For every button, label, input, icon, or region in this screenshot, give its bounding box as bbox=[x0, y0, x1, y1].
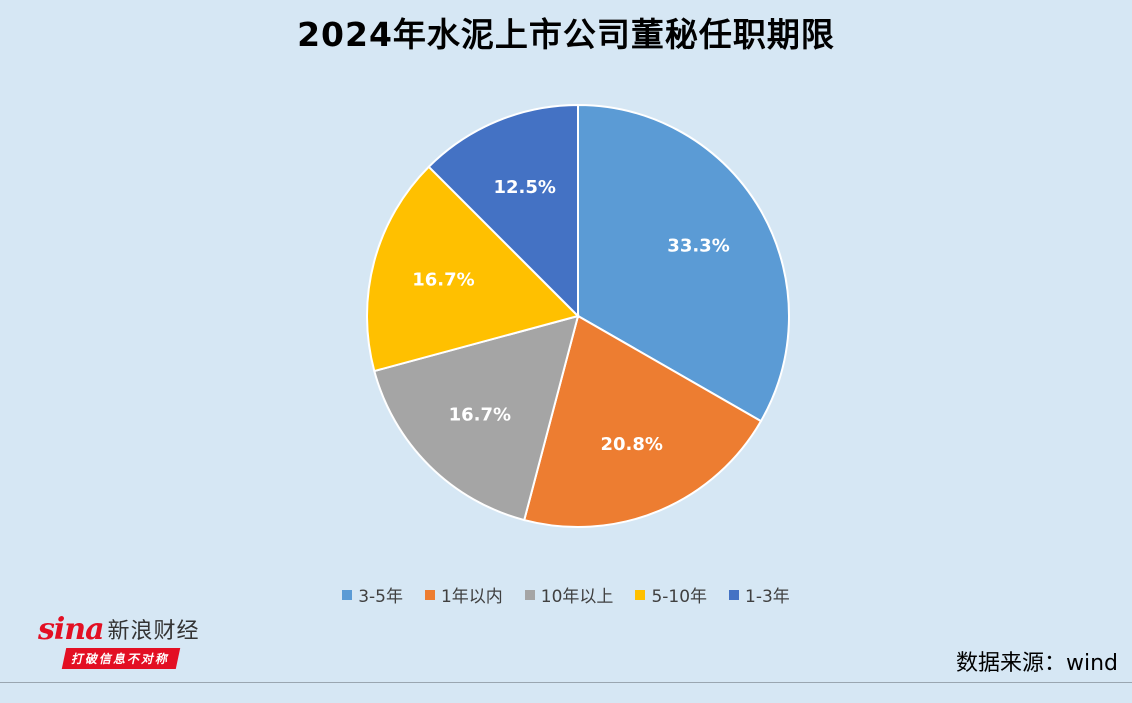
legend-label: 1-3年 bbox=[745, 587, 790, 607]
legend-swatch bbox=[424, 589, 435, 600]
sina-slogan: 打破信息不对称 bbox=[61, 648, 181, 669]
legend-swatch bbox=[524, 589, 535, 600]
legend-label: 10年以上 bbox=[540, 587, 614, 607]
sina-logo-word: sina bbox=[38, 612, 105, 647]
pie-data-label-1: 20.8% bbox=[600, 434, 662, 455]
sina-logo-name: 新浪财经 bbox=[107, 619, 200, 644]
legend-label: 1年以内 bbox=[440, 587, 503, 607]
legend-item-1: 1年以内 bbox=[424, 582, 503, 607]
pie-data-label-3: 16.7% bbox=[412, 270, 474, 291]
data-source: 数据来源：wind bbox=[955, 651, 1118, 676]
legend-swatch bbox=[729, 589, 740, 600]
legend: 3-5年 1年以内 10年以上 5-10年 1-3年 bbox=[0, 582, 1132, 607]
chart-title: 2024年水泥上市公司董秘任职期限 bbox=[297, 15, 835, 54]
legend-item-4: 1-3年 bbox=[729, 582, 790, 607]
pie-slice-3 bbox=[366, 165, 580, 373]
pie-data-label-2: 16.7% bbox=[449, 404, 511, 425]
pie-slice-4 bbox=[427, 103, 579, 319]
legend-item-0: 3-5年 bbox=[342, 582, 403, 607]
legend-item-3: 5-10年 bbox=[635, 582, 707, 607]
sina-finance-logo: sina 新浪财经 打破信息不对称 bbox=[38, 615, 200, 669]
legend-label: 3-5年 bbox=[358, 587, 403, 607]
legend-swatch bbox=[342, 589, 353, 600]
legend-item-2: 10年以上 bbox=[524, 582, 614, 607]
legend-swatch bbox=[635, 589, 646, 600]
pie-slice-1 bbox=[523, 314, 763, 528]
pie-slice-2 bbox=[373, 314, 580, 522]
legend-label: 5-10年 bbox=[651, 587, 708, 607]
pie-slice-0 bbox=[577, 103, 790, 423]
bottom-divider bbox=[0, 682, 1132, 683]
pie-data-label-0: 33.3% bbox=[667, 236, 729, 257]
pie-data-label-4: 12.5% bbox=[493, 177, 555, 198]
